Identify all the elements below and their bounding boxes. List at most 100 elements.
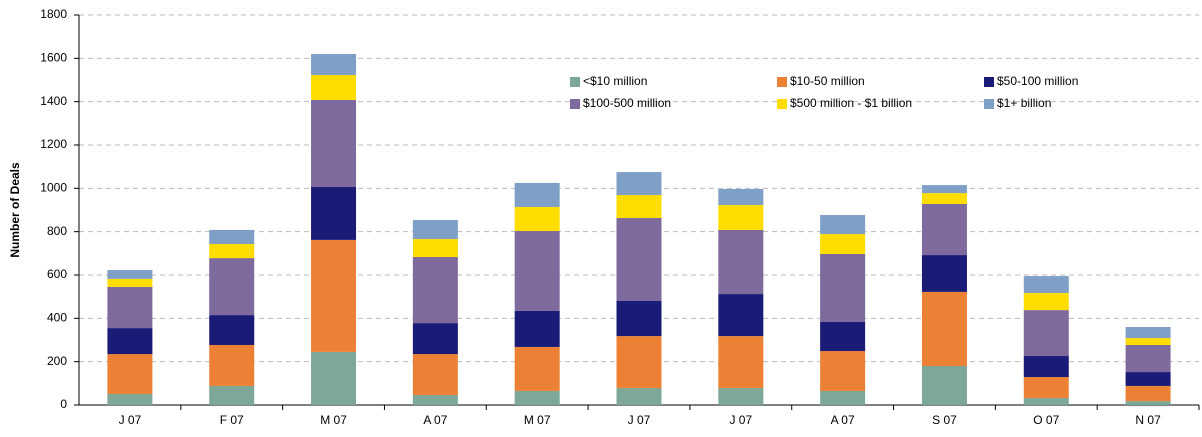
bar-segment: [616, 172, 662, 196]
y-tick-label: 1200: [40, 137, 67, 151]
bar-segment: [1125, 385, 1171, 402]
bar-segment: [412, 219, 458, 240]
legend-label: $50-100 million: [997, 74, 1078, 88]
bar-segment: [1125, 344, 1171, 373]
bar-segment: [412, 323, 458, 355]
x-tick-label: A 07: [831, 413, 855, 427]
bar-segment: [1125, 327, 1171, 339]
bar-segment: [107, 286, 153, 329]
y-tick-label: 800: [47, 224, 67, 238]
legend-swatch: [984, 77, 994, 87]
bar-segment: [921, 366, 967, 405]
bar-segment: [412, 257, 458, 324]
bar-segment: [311, 54, 357, 76]
bar-segment: [514, 231, 560, 311]
x-tick-label: N 07: [1135, 413, 1161, 427]
y-tick-label: 400: [47, 311, 67, 325]
bar-segment: [1125, 401, 1171, 405]
legend-swatch: [777, 99, 787, 109]
bar-segment: [718, 388, 764, 405]
bar-segment: [820, 390, 866, 405]
x-tick-label: F 07: [220, 413, 244, 427]
bar-segment: [616, 218, 662, 301]
bar-segment: [1023, 356, 1069, 378]
x-tick-label: M 07: [320, 413, 347, 427]
x-tick-label: J 07: [119, 413, 142, 427]
bar-segment: [1125, 338, 1171, 345]
bar-segment: [514, 182, 560, 207]
y-tick-label: 1800: [40, 7, 67, 21]
bar-segment: [514, 310, 560, 347]
legend-label: $500 million - $1 billion: [790, 96, 912, 110]
bar-segment: [921, 255, 967, 292]
bar-segment: [311, 99, 357, 188]
bar-segment: [718, 294, 764, 337]
bar-segment: [514, 390, 560, 405]
bar-segment: [209, 344, 255, 386]
bar-segment: [412, 239, 458, 258]
bar-segment: [820, 234, 866, 254]
bar-segment: [209, 258, 255, 316]
y-tick-label: 0: [60, 397, 67, 411]
bar-segment: [107, 393, 153, 405]
legend-swatch: [570, 99, 580, 109]
bar-segment: [107, 328, 153, 355]
legend-label: $1+ billion: [997, 96, 1051, 110]
bar-segment: [921, 291, 967, 366]
bar-segment: [718, 205, 764, 230]
y-tick-label: 1000: [40, 181, 67, 195]
x-tick-label: S 07: [932, 413, 957, 427]
bar-segment: [514, 346, 560, 391]
x-tick-label: J 07: [729, 413, 752, 427]
bar-segment: [616, 336, 662, 389]
y-tick-label: 600: [47, 267, 67, 281]
legend-label: $10-50 million: [790, 74, 865, 88]
x-tick-label: A 07: [423, 413, 447, 427]
bar-segment: [718, 336, 764, 389]
bar-segment: [412, 395, 458, 405]
bar-segment: [820, 253, 866, 323]
bar-segment: [718, 229, 764, 295]
bar-segment: [718, 188, 764, 206]
bar-segment: [921, 203, 967, 256]
bar-segment: [311, 239, 357, 352]
bar-segment: [1023, 310, 1069, 357]
bar-segment: [311, 351, 357, 405]
bar-segment: [921, 193, 967, 204]
bar-segment: [209, 315, 255, 345]
bar-segment: [1023, 398, 1069, 405]
y-axis-label: Number of Deals: [8, 162, 22, 258]
bar-segment: [514, 206, 560, 232]
bar-segment: [209, 244, 255, 259]
bar-segment: [107, 270, 153, 279]
bar-segment: [820, 214, 866, 235]
legend-swatch: [570, 77, 580, 87]
x-tick-label: O 07: [1033, 413, 1059, 427]
legend-label: <$10 million: [583, 74, 647, 88]
bar-segment: [616, 388, 662, 405]
bar-segment: [1125, 372, 1171, 386]
y-tick-label: 200: [47, 354, 67, 368]
bar-segment: [820, 322, 866, 352]
y-tick-label: 1600: [40, 51, 67, 65]
bar-segment: [209, 385, 255, 405]
bar-segment: [1023, 292, 1069, 311]
x-tick-label: J 07: [628, 413, 651, 427]
bar-segment: [107, 354, 153, 394]
bar-segment: [820, 351, 866, 391]
bar-segment: [616, 301, 662, 337]
bar-segment: [616, 195, 662, 219]
bar-segment: [412, 354, 458, 396]
bar-segment: [921, 185, 967, 194]
legend-label: $100-500 million: [583, 96, 671, 110]
legend-swatch: [777, 77, 787, 87]
bar-segment: [1023, 276, 1069, 293]
bar-segment: [107, 278, 153, 287]
bar-segment: [209, 229, 255, 245]
x-tick-label: M 07: [524, 413, 551, 427]
y-tick-label: 1400: [40, 94, 67, 108]
bar-segment: [311, 187, 357, 240]
legend-swatch: [984, 99, 994, 109]
bar-segment: [1023, 377, 1069, 399]
